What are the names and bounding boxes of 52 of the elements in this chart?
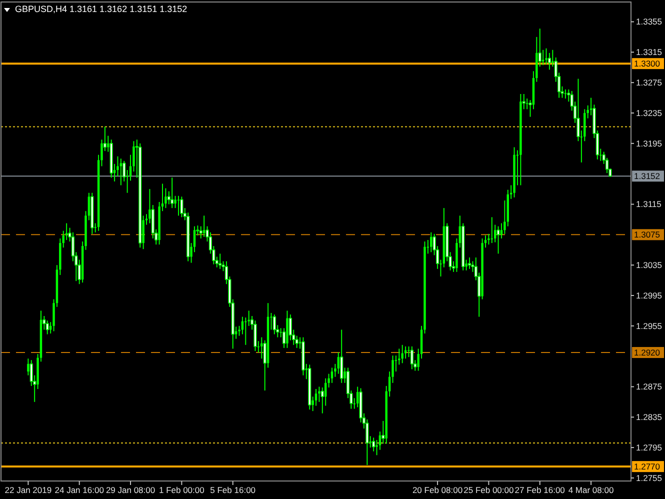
chart-title: GBPUSD,H4 1.3161 1.3162 1.3151 1.3152: [15, 4, 188, 14]
ref-line-label: 1.2920: [634, 347, 660, 358]
candlestick: [490, 216, 494, 244]
y-tick-label: 1.2755: [636, 472, 662, 483]
candlestick: [526, 98, 528, 110]
candlestick: [272, 314, 276, 335]
candlestick: [401, 344, 404, 364]
y-tick-label: 1.3195: [636, 138, 662, 148]
x-tick-label: 5 Feb 16:00: [210, 485, 256, 495]
candlestick: [410, 346, 414, 370]
ref-line-label: 1.2770: [634, 462, 660, 472]
candlestick: [218, 253, 222, 270]
candlestick: [260, 336, 263, 360]
candlestick: [545, 48, 548, 65]
candlestick: [468, 256, 472, 270]
y-tick-label: 1.3235: [636, 108, 662, 118]
candlestick: [404, 346, 407, 360]
y-tick-label: 1.2795: [636, 442, 662, 453]
candlestick: [330, 367, 334, 384]
x-tick-label: 29 Jan 08:00: [106, 485, 156, 495]
x-tick-label: 24 Jan 16:00: [54, 485, 104, 495]
y-tick-label: 1.3355: [636, 16, 662, 27]
candlestick: [496, 226, 500, 254]
ref-line-label: 1.3152: [634, 171, 660, 182]
candlestick: [340, 329, 344, 384]
candlestick: [548, 52, 551, 70]
candlestick: [318, 386, 320, 402]
candlestick: [180, 196, 184, 218]
candlestick: [564, 88, 567, 100]
y-tick-label: 1.2875: [636, 382, 662, 392]
candlestick: [430, 232, 432, 253]
ref-line-label: 1.3300: [634, 58, 660, 69]
x-tick-label: 1 Feb 00:00: [159, 485, 205, 495]
y-tick-label: 1.2995: [636, 290, 662, 300]
y-tick-label: 1.3315: [636, 47, 662, 58]
candlestick: [254, 320, 257, 352]
x-tick-label: 25 Feb 00:00: [464, 485, 514, 495]
y-tick-label: 1.3115: [636, 199, 662, 210]
candlestick: [372, 437, 376, 452]
candlestick: [170, 177, 174, 209]
candlestick: [46, 320, 49, 335]
y-tick-label: 1.3035: [636, 260, 662, 270]
x-tick-label: 4 Mar 08:00: [568, 485, 614, 495]
ref-line-label: 1.3075: [634, 230, 660, 240]
y-tick-label: 1.2955: [636, 320, 662, 331]
x-tick-label: 27 Feb 16:00: [514, 485, 566, 495]
y-tick-label: 1.2835: [636, 412, 662, 422]
y-tick-label: 1.3275: [636, 78, 662, 88]
candlestick: [164, 188, 167, 209]
x-tick-label: 22 Jan 2019: [4, 485, 52, 495]
candlestick: [177, 195, 180, 216]
x-tick-label: 20 Feb 08:00: [412, 485, 463, 495]
